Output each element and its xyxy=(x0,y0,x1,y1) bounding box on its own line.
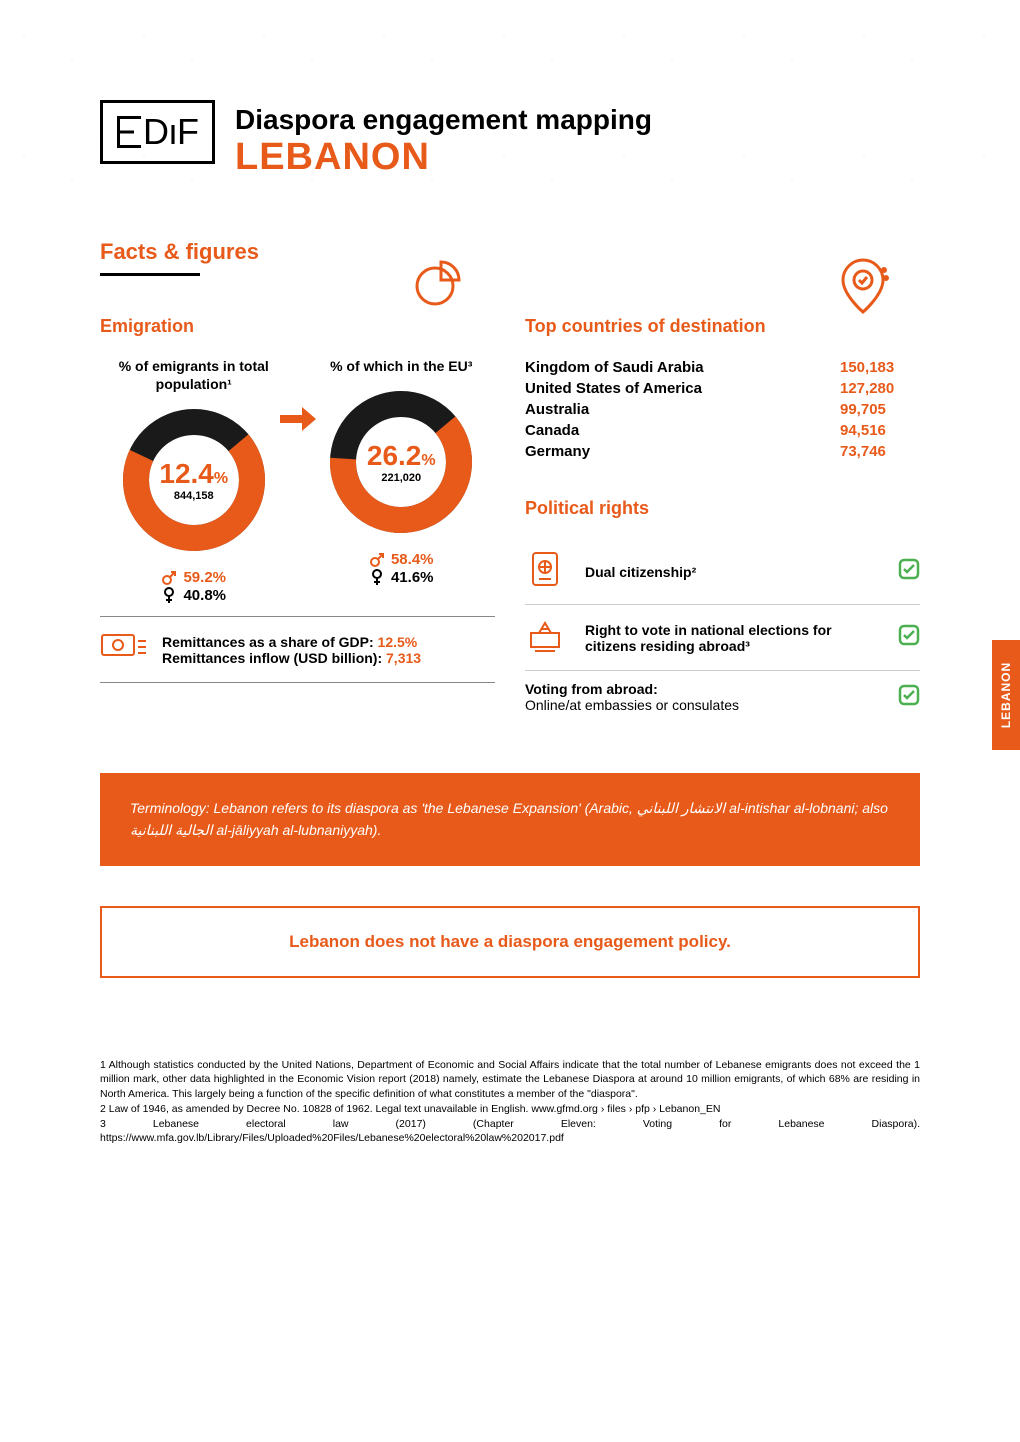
facts-heading: Facts & figures xyxy=(100,239,920,265)
ballot-box-icon xyxy=(525,615,569,660)
policy-statement-box: Lebanon does not have a diaspora engagem… xyxy=(100,906,920,978)
donut1-female: 40.8% xyxy=(100,586,288,604)
destination-row: Canada94,516 xyxy=(525,420,920,441)
donut2-pct: 26.2 xyxy=(367,440,422,471)
footnotes: 1 Although statistics conducted by the U… xyxy=(100,1058,920,1146)
check-icon xyxy=(898,684,920,711)
pie-chart-icon xyxy=(411,256,465,315)
emigration-heading: Emigration xyxy=(100,316,495,337)
logo-text: DıF xyxy=(143,111,198,153)
donut-total-emigrants: % of emigrants in total population¹ 12.4… xyxy=(100,357,288,604)
rights-dual-citizenship: Dual citizenship² xyxy=(525,539,920,605)
donut2-male: 58.4% xyxy=(308,551,496,568)
footnote-1: 1 Although statistics conducted by the U… xyxy=(100,1058,920,1102)
location-pin-icon xyxy=(836,256,890,325)
money-icon xyxy=(100,629,148,670)
female-icon xyxy=(161,586,177,604)
donut1-male: 59.2% xyxy=(100,569,288,586)
remittances-text: Remittances as a share of GDP: 12.5% Rem… xyxy=(162,634,421,666)
donut2-label: % of which in the EU³ xyxy=(308,357,496,375)
footnote-2: 2 Law of 1946, as amended by Decree No. … xyxy=(100,1102,920,1117)
donut2-unit: % xyxy=(421,452,435,469)
male-icon xyxy=(369,552,385,568)
donut1-unit: % xyxy=(214,470,228,487)
emigration-column: Emigration % of emigrants in total popul… xyxy=(100,316,495,723)
male-icon xyxy=(161,570,177,586)
donut2-female: 41.6% xyxy=(308,568,496,586)
section-rule xyxy=(100,273,200,276)
check-icon xyxy=(898,558,920,585)
donut1-abs: 844,158 xyxy=(159,490,228,502)
header: DıF Diaspora engagement mapping LEBANON xyxy=(100,100,920,179)
footnote-3: 3 Lebanese electoral law (2017) (Chapter… xyxy=(100,1117,920,1146)
terminology-box: Terminology: Lebanon refers to its diasp… xyxy=(100,773,920,866)
donut1-label: % of emigrants in total population¹ xyxy=(100,357,288,393)
passport-icon xyxy=(525,549,569,594)
female-icon xyxy=(369,568,385,586)
donut-eu-emigrants: % of which in the EU³ 26.2% 221,020 xyxy=(308,357,496,586)
destination-row: United States of America127,280 xyxy=(525,378,920,399)
destination-row: Australia99,705 xyxy=(525,399,920,420)
rights-voting-method: Voting from abroad: Online/at embassies … xyxy=(525,671,920,723)
check-icon xyxy=(898,624,920,651)
brand-logo: DıF xyxy=(100,100,215,164)
donut1-pct: 12.4 xyxy=(159,458,214,489)
arrow-right-icon xyxy=(280,407,316,436)
page-title: Diaspora engagement mapping xyxy=(235,104,652,136)
destination-row: Germany73,746 xyxy=(525,441,920,462)
right-column: Top countries of destination Kingdom of … xyxy=(525,316,920,723)
donut2-abs: 221,020 xyxy=(367,472,436,484)
logo-e-glyph xyxy=(117,116,141,148)
political-rights-heading: Political rights xyxy=(525,498,920,519)
rights-vote-abroad: Right to vote in national elections for … xyxy=(525,605,920,671)
destinations-table: Kingdom of Saudi Arabia150,183United Sta… xyxy=(525,357,920,462)
page-country: LEBANON xyxy=(235,136,652,179)
destination-row: Kingdom of Saudi Arabia150,183 xyxy=(525,357,920,378)
